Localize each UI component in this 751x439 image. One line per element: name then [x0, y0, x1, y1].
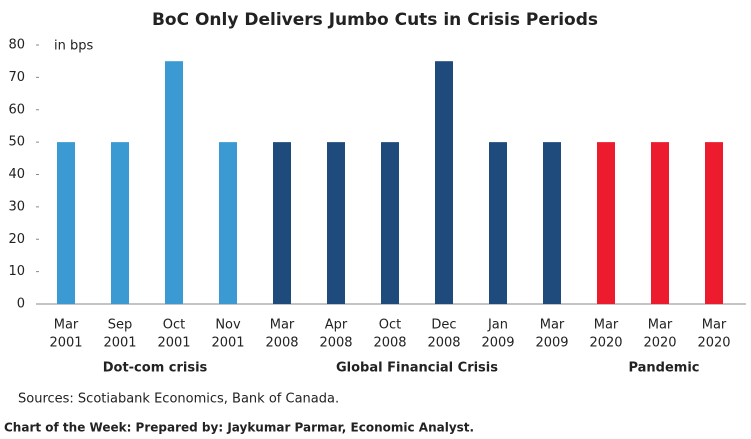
bar: [435, 61, 453, 304]
y-tick-label: 80: [8, 38, 25, 53]
x-tick-label: Oct: [379, 318, 401, 333]
x-tick-label: Mar: [540, 318, 565, 333]
x-tick-label: Mar: [702, 318, 727, 333]
group-label: Dot-com crisis: [103, 361, 208, 376]
bar: [543, 142, 561, 304]
bar: [165, 61, 183, 304]
x-tick-label: Nov: [215, 318, 241, 333]
footer: Chart of the Week: Prepared by: Jaykumar…: [4, 421, 474, 435]
x-tick-label: Apr: [325, 318, 348, 333]
x-tick-label: 2001: [211, 336, 244, 351]
x-tick-label: Jan: [487, 318, 508, 333]
x-tick-label: Oct: [163, 318, 185, 333]
bar: [651, 142, 669, 304]
y-axis-label: in bps: [54, 39, 93, 54]
x-tick-label: 2008: [427, 336, 460, 351]
y-tick-label: 30: [8, 199, 25, 214]
bar: [57, 142, 75, 304]
x-tick-label: 2001: [103, 336, 136, 351]
x-tick-label: Dec: [431, 318, 456, 333]
chart-title: BoC Only Delivers Jumbo Cuts in Crisis P…: [152, 10, 598, 30]
x-tick-label: Mar: [648, 318, 673, 333]
x-tick-label: Sep: [108, 318, 133, 333]
y-tick-label: 70: [8, 70, 25, 85]
bar: [705, 142, 723, 304]
group-label: Pandemic: [628, 361, 699, 376]
bar: [273, 142, 291, 304]
y-tick-label: 0: [17, 297, 25, 312]
x-tick-label: 2020: [589, 336, 622, 351]
x-tick-label: 2001: [157, 336, 190, 351]
y-tick-label: 50: [8, 135, 25, 150]
x-tick-label: Mar: [270, 318, 295, 333]
bar: [381, 142, 399, 304]
x-tick-label: Mar: [594, 318, 619, 333]
source: Sources: Scotiabank Economics, Bank of C…: [18, 392, 339, 407]
bar: [597, 142, 615, 304]
x-tick-label: 2020: [643, 336, 676, 351]
x-tick-label: 2009: [535, 336, 568, 351]
x-tick-label: Mar: [54, 318, 79, 333]
bar: [111, 142, 129, 304]
x-tick-label: 2001: [49, 336, 82, 351]
y-tick-label: 40: [8, 167, 25, 182]
bar: [219, 142, 237, 304]
bar: [327, 142, 345, 304]
bar: [489, 142, 507, 304]
x-tick-label: 2009: [481, 336, 514, 351]
y-tick-label: 60: [8, 102, 25, 117]
x-tick-label: 2008: [319, 336, 352, 351]
y-tick-label: 20: [8, 232, 25, 247]
x-tick-label: 2020: [697, 336, 730, 351]
x-tick-label: 2008: [373, 336, 406, 351]
group-label: Global Financial Crisis: [336, 361, 498, 376]
x-tick-label: 2008: [265, 336, 298, 351]
y-tick-label: 10: [8, 264, 25, 279]
